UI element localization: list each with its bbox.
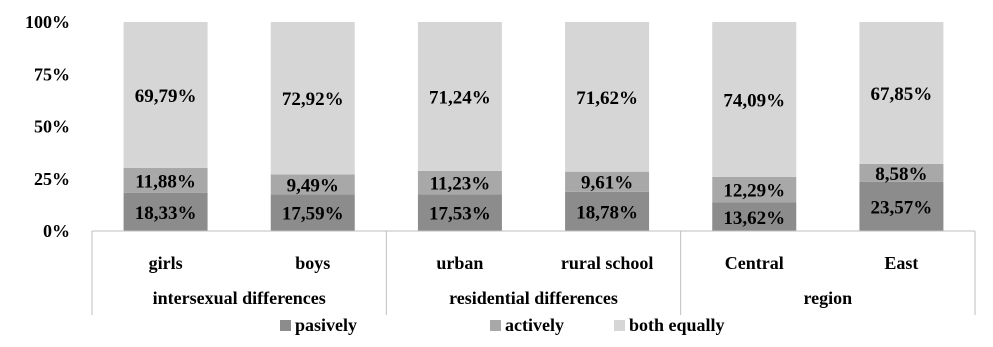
bar-segment xyxy=(270,194,355,231)
data-label: 67,85% xyxy=(871,84,933,105)
category-label: rural school xyxy=(561,253,654,273)
bar-segment xyxy=(565,191,650,231)
y-tick-label: 100% xyxy=(25,12,70,32)
group-label: residential differences xyxy=(449,288,618,308)
category-label: boys xyxy=(295,253,330,273)
data-label: 23,57% xyxy=(871,197,933,218)
data-label: 17,53% xyxy=(429,204,491,225)
bar-segment xyxy=(123,167,208,193)
bar-segment xyxy=(123,22,208,168)
legend-swatch xyxy=(280,320,291,331)
bar-segment xyxy=(859,22,944,164)
bar-segment xyxy=(712,202,797,231)
group-label: intersexual differences xyxy=(153,288,326,308)
bar-segment xyxy=(417,194,502,231)
data-label: 11,88% xyxy=(135,171,196,192)
data-label: 9,49% xyxy=(287,175,339,196)
data-label: 71,24% xyxy=(429,87,491,108)
data-label: 69,79% xyxy=(135,86,197,107)
legend-label: both equally xyxy=(629,315,725,335)
data-label: 9,61% xyxy=(581,173,633,194)
category-label: urban xyxy=(436,253,483,273)
legend-label: pasively xyxy=(295,315,357,335)
y-tick-label: 75% xyxy=(34,64,70,84)
data-label: 17,59% xyxy=(282,204,344,225)
group-label: region xyxy=(803,288,852,308)
data-label: 11,23% xyxy=(430,174,491,195)
bar-segment xyxy=(712,176,797,203)
bar-segment xyxy=(417,22,502,171)
y-tick-label: 25% xyxy=(34,169,70,189)
y-tick-label: 0% xyxy=(43,221,70,241)
legend-swatch xyxy=(490,320,501,331)
category-label: Central xyxy=(725,253,784,273)
bar-segment xyxy=(859,163,944,182)
bar-segment xyxy=(123,192,208,231)
bar-segment xyxy=(565,21,650,172)
category-label: East xyxy=(884,253,918,273)
data-label: 13,62% xyxy=(723,208,785,229)
legend-swatch xyxy=(614,320,625,331)
bar-segment xyxy=(565,171,650,192)
data-label: 74,09% xyxy=(723,90,785,111)
data-label: 8,58% xyxy=(875,164,927,185)
bar-segment xyxy=(712,22,797,177)
data-label: 18,78% xyxy=(576,202,638,223)
bar-segment xyxy=(270,174,355,195)
data-label: 72,92% xyxy=(282,89,344,110)
bar-segment xyxy=(270,22,355,175)
data-label: 18,33% xyxy=(135,203,197,224)
bar-segment xyxy=(417,170,502,195)
legend-label: actively xyxy=(505,315,564,335)
bar-segment xyxy=(859,181,944,231)
data-label: 12,29% xyxy=(723,181,785,202)
y-tick-label: 50% xyxy=(34,117,70,137)
category-label: girls xyxy=(149,253,183,273)
data-label: 71,62% xyxy=(576,88,638,109)
